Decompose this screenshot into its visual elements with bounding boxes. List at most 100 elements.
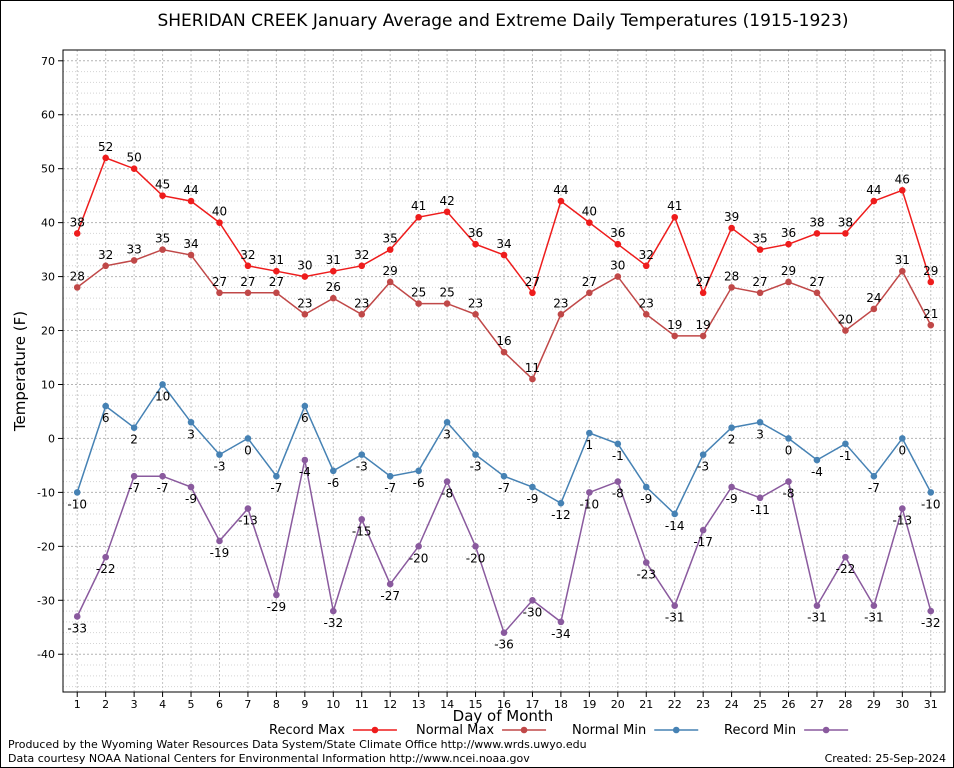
x-tick-label: 13 [412,698,426,711]
normal-min-point [842,440,849,448]
normal-min-data-label: -3 [697,460,709,474]
record-max-data-label: 32 [639,248,654,262]
normal-max-point [472,311,479,318]
normal-max-data-label: 27 [752,275,767,289]
normal-min-point [130,424,138,431]
x-tick-label: 30 [895,698,909,711]
normal-min-data-label: -3 [213,460,225,474]
y-tick-label: 40 [41,217,55,230]
record-max-data-label: 39 [724,210,739,224]
normal-min-point [671,510,679,518]
normal-max-point [842,327,849,334]
record-max-data-label: 36 [781,226,796,240]
x-tick-label: 2 [102,698,109,711]
normal-min-data-label: 1 [586,438,594,452]
record-max-data-label: 36 [468,226,483,240]
normal-max-data-label: 29 [781,264,796,278]
y-tick-label: 70 [41,55,55,68]
normal-min-data-label: -14 [665,519,685,533]
record-max-point [500,251,508,259]
normal-min-point [756,418,764,426]
normal-max-point [273,289,280,297]
normal-max-point [557,311,565,318]
record-min-series: -33 -22 -7 -7 -9 -19 -13 -29 -4 -32 -15 -27 -20 -8 -20… [67,456,941,652]
record-max-point [813,230,821,237]
x-tick-label: 5 [188,698,195,711]
legend-label: Normal Max [416,723,494,738]
y-tick-label: -10 [37,486,55,499]
normal-min-point [899,435,906,442]
record-min-data-label: -36 [494,638,514,652]
normal-min-data-label: -7 [384,481,396,495]
record-max-data-label: 42 [439,194,454,208]
legend-item-record-min: Record Min [724,723,849,738]
record-min-data-label: -11 [750,503,770,517]
record-min-point [273,591,280,599]
normal-max-data-label: 30 [610,259,625,273]
record-max-data-label: 41 [411,199,426,213]
x-tick-label: 18 [554,698,568,711]
record-max-point [443,208,451,216]
record-max-data-label: 40 [582,205,597,219]
record-min-point [73,613,81,620]
normal-min-data-label: -9 [640,492,652,506]
normal-min-data-label: -6 [327,476,339,490]
record-min-point [614,478,622,485]
record-max-data-label: 38 [809,215,824,229]
legend-item-normal-max: Normal Max [416,723,547,738]
record-min-point [358,516,366,523]
chart-title: SHERIDAN CREEK January Average and Extre… [157,11,848,31]
record-max-data-label: 35 [752,232,767,246]
x-tick-label: 16 [497,698,511,711]
normal-min-data-label: 2 [728,433,736,447]
normal-max-data-label: 28 [70,269,85,283]
normal-max-data-label: 25 [411,286,426,300]
record-max-point [842,230,849,237]
record-max-data-label: 30 [297,259,312,273]
normal-max-data-label: 29 [383,264,398,278]
record-min-data-label: -13 [893,514,913,528]
record-min-data-label: -20 [409,551,429,565]
record-max-data-label: 32 [354,248,369,262]
normal-max-data-label: 23 [354,296,369,310]
normal-min-data-label: 0 [785,443,793,457]
y-tick-label: 60 [41,109,55,122]
x-tick-label: 26 [782,698,796,711]
normal-max-point [756,289,764,297]
normal-min-data-label: 3 [756,427,764,441]
normal-min-point [927,489,935,496]
created-date: Created: 25-Sep-2024 [825,752,946,765]
record-max-point [870,197,878,205]
record-min-point [671,602,679,609]
normal-max-data-label: 32 [98,248,113,262]
y-tick-label: -30 [37,594,55,607]
normal-max-point [244,289,252,297]
normal-max-point [73,284,81,291]
normal-min-data-label: -3 [470,460,482,474]
x-tick-label: 17 [525,698,539,711]
normal-max-data-label: 27 [212,275,227,289]
x-tick-label: 10 [326,698,340,711]
normal-max-point [386,278,394,286]
normal-min-point [699,451,707,458]
normal-max-data-label: 31 [895,253,910,267]
record-min-data-label: -8 [441,487,453,501]
normal-min-data-label: -1 [839,449,851,463]
x-tick-label: 27 [810,698,824,711]
normal-max-data-label: 24 [866,291,881,305]
normal-max-point [614,273,622,280]
x-tick-label: 8 [273,698,280,711]
record-max-data-label: 46 [895,172,910,186]
record-min-data-label: -8 [783,487,795,501]
normal-min-data-label: -3 [356,460,368,474]
y-tick-label: 0 [48,432,55,445]
normal-max-point [699,332,707,340]
record-max-data-label: 31 [326,253,341,267]
normal-min-point [273,472,280,480]
x-tick-label: 9 [301,698,308,711]
normal-max-data-label: 19 [667,318,682,332]
normal-max-data-label: 23 [468,296,483,310]
normal-min-data-label: -12 [551,508,571,522]
y-tick-label: -40 [37,648,55,661]
